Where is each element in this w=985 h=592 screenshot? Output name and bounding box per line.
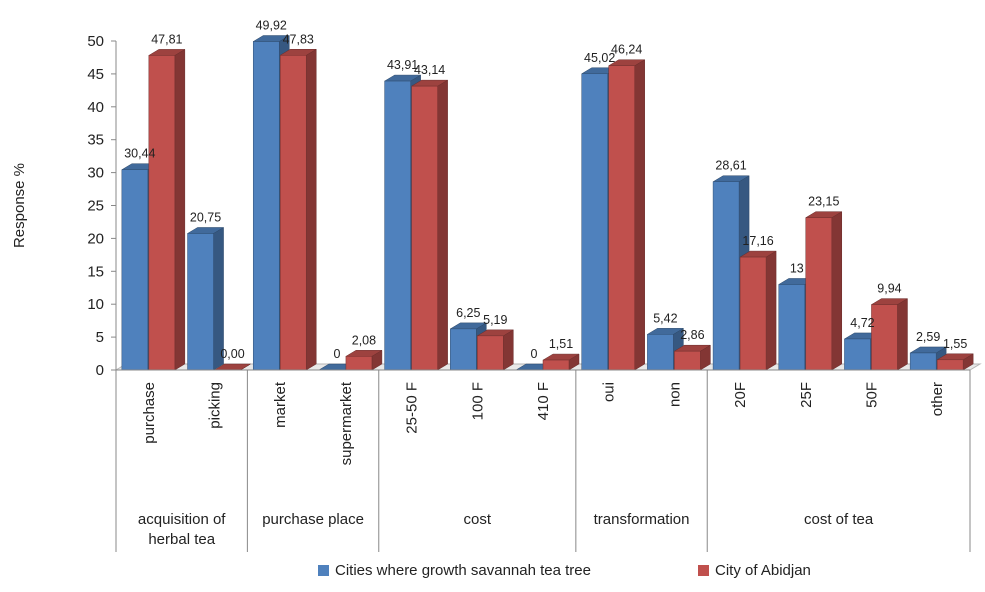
y-tick-label: 5	[96, 329, 104, 346]
bar-abidjan	[410, 79, 449, 371]
data-label: 5,42	[653, 311, 677, 325]
x-tick-label: 25-50 F	[404, 382, 421, 434]
bar-savannah	[186, 227, 225, 371]
bar-abidjan	[147, 48, 186, 371]
data-label: 1,55	[943, 337, 967, 351]
data-label: 23,15	[808, 195, 839, 209]
data-label: 43,91	[387, 58, 418, 72]
legend: Cities where growth savannah tea tree Cit…	[318, 562, 811, 579]
data-label: 28,61	[715, 159, 746, 173]
bar-abidjan	[804, 211, 843, 371]
x-tick-label: purchase	[141, 382, 158, 444]
data-label: 2,59	[916, 330, 940, 344]
x-axis: purchase picking market supermarket 25-50 F 1…	[115, 369, 971, 552]
data-label: 0	[531, 347, 538, 361]
bar-abidjan	[345, 349, 383, 371]
data-label: 17,16	[742, 234, 773, 248]
legend-label: Cities where growth savannah tea tree	[335, 562, 591, 579]
legend-label: City of Abidjan	[715, 562, 811, 579]
x-tick-label: oui	[601, 382, 618, 402]
bar-abidjan	[279, 48, 318, 371]
data-label: 0,00	[220, 347, 244, 361]
legend-swatch	[698, 565, 709, 576]
data-label: 47,83	[283, 32, 314, 46]
data-label: 30,44	[124, 147, 155, 161]
x-tick-label: 100 F	[469, 382, 486, 420]
y-tick-label: 15	[87, 263, 104, 280]
group-label: cost	[464, 511, 492, 528]
data-label: 2,08	[352, 333, 376, 347]
data-label: 45,02	[584, 51, 615, 65]
data-labels: 30,4447,8120,750,0049,9247,8302,0843,914…	[124, 19, 967, 361]
x-tick-label: picking	[207, 382, 224, 429]
data-label: 9,94	[877, 282, 901, 296]
x-tick-label: 20F	[732, 382, 749, 408]
group-label: purchase place	[262, 511, 364, 528]
bars	[120, 35, 975, 371]
bar-abidjan	[476, 329, 515, 371]
data-label: 47,81	[151, 32, 182, 46]
y-tick-label: 30	[87, 165, 104, 182]
data-label: 1,51	[549, 337, 573, 351]
data-label: 5,19	[483, 313, 507, 327]
data-label: 2,86	[680, 328, 704, 342]
bar-abidjan	[739, 250, 777, 371]
bar-abidjan	[542, 353, 580, 371]
y-tick-label: 20	[87, 230, 104, 247]
x-tick-label: market	[272, 381, 289, 428]
x-tick-label: 410 F	[535, 382, 552, 420]
y-tick-label: 0	[96, 362, 104, 379]
legend-swatch	[318, 565, 329, 576]
x-tick-label: 50F	[863, 382, 880, 408]
x-tick-label: supermarket	[338, 381, 355, 465]
x-tick-label: 25F	[798, 382, 815, 408]
y-tick-label: 45	[87, 66, 104, 83]
data-label: 46,24	[611, 43, 642, 57]
y-tick-label: 25	[87, 198, 104, 215]
data-label: 4,72	[850, 316, 874, 330]
bar-savannah	[383, 74, 422, 371]
data-label: 13	[790, 261, 804, 275]
bar-abidjan	[607, 59, 646, 371]
y-tick-label: 35	[87, 132, 104, 149]
group-label: cost of tea	[804, 511, 874, 528]
data-label: 20,75	[190, 210, 221, 224]
y-tick-label: 40	[87, 99, 104, 116]
data-label: 43,14	[414, 63, 445, 77]
x-tick-label: non	[666, 382, 683, 407]
y-axis-title: Response %	[11, 163, 28, 248]
legend-item-abidjan: City of Abidjan	[698, 562, 811, 579]
y-tick-label: 50	[87, 33, 104, 50]
bar-abidjan	[673, 344, 712, 371]
data-label: 6,25	[456, 306, 480, 320]
bar-abidjan	[870, 298, 909, 371]
legend-item-savannah: Cities where growth savannah tea tree	[318, 562, 591, 579]
group-label: transformation	[594, 511, 690, 528]
y-tick-label: 10	[87, 296, 104, 313]
x-tick-label: other	[929, 382, 946, 416]
group-label: acquisition of herbal tea	[138, 511, 226, 548]
bar-abidjan	[936, 353, 975, 371]
data-label: 49,92	[256, 19, 287, 33]
data-label: 0	[333, 347, 340, 361]
